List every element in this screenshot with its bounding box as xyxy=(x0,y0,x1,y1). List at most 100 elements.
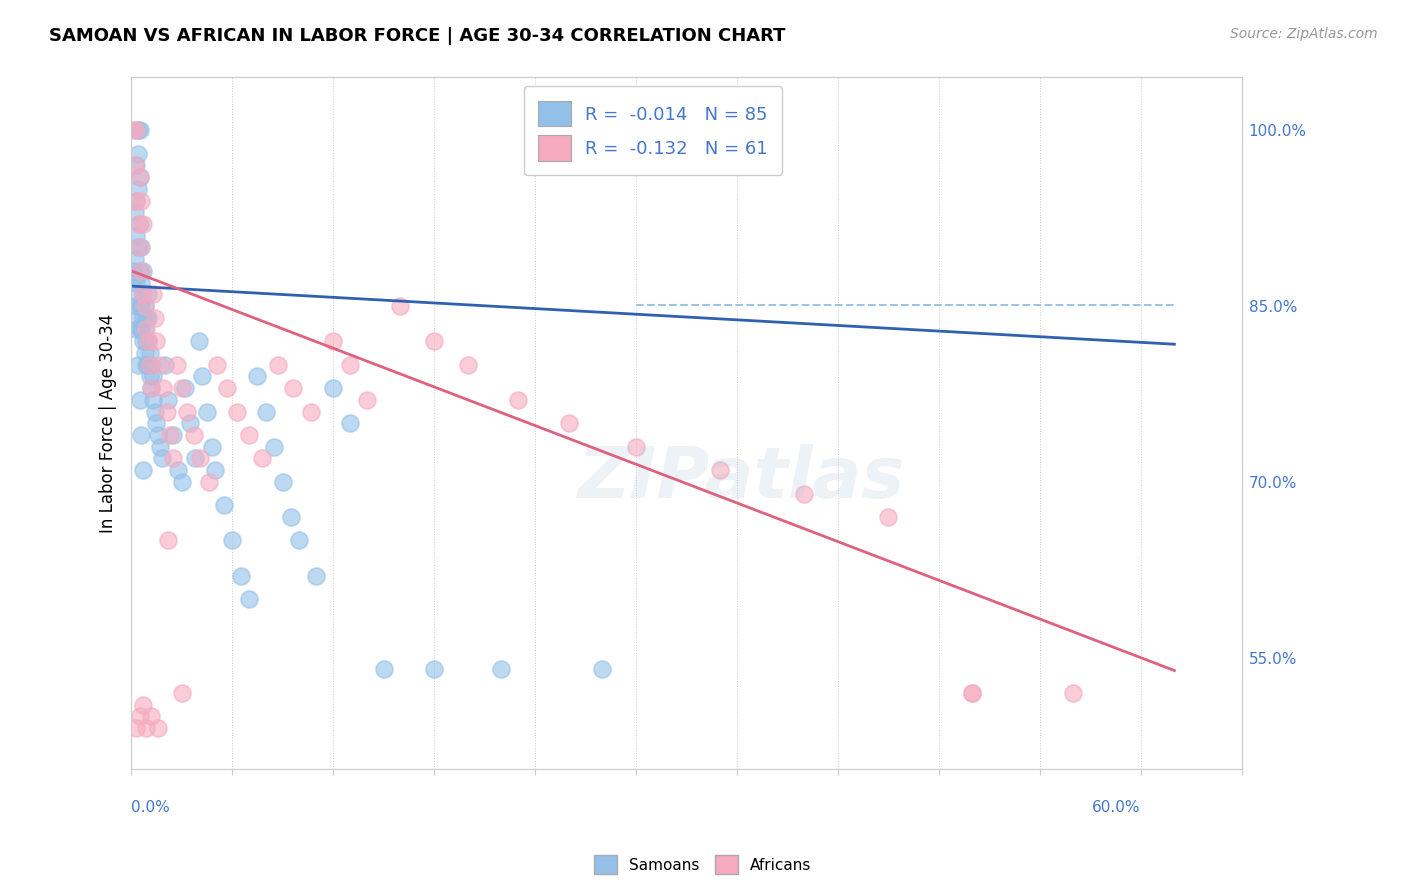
Point xyxy=(624,440,647,454)
Point xyxy=(127,358,149,372)
Point xyxy=(127,287,149,301)
Point xyxy=(183,428,205,442)
Point xyxy=(793,486,815,500)
Point xyxy=(135,322,157,336)
Point xyxy=(266,358,288,372)
Point xyxy=(152,381,174,395)
Point xyxy=(139,369,162,384)
Point xyxy=(127,182,149,196)
Point xyxy=(134,346,156,360)
Point xyxy=(132,334,155,348)
Point xyxy=(252,451,274,466)
Point xyxy=(176,404,198,418)
Point xyxy=(125,123,148,137)
Point xyxy=(197,475,219,489)
Point xyxy=(174,381,197,395)
Point xyxy=(125,721,148,735)
Point xyxy=(128,392,150,407)
Point xyxy=(127,217,149,231)
Point xyxy=(125,276,148,290)
Point xyxy=(134,299,156,313)
Point xyxy=(124,269,146,284)
Point xyxy=(135,310,157,325)
Point xyxy=(132,463,155,477)
Point xyxy=(125,322,148,336)
Point xyxy=(141,381,163,395)
Point xyxy=(132,310,155,325)
Point xyxy=(139,346,162,360)
Point xyxy=(125,228,148,243)
Point xyxy=(128,322,150,336)
Point xyxy=(135,358,157,372)
Point xyxy=(142,392,165,407)
Point xyxy=(157,392,180,407)
Point xyxy=(962,686,984,700)
Point xyxy=(128,170,150,185)
Point xyxy=(162,451,184,466)
Legend: Samoans, Africans: Samoans, Africans xyxy=(588,849,818,880)
Point xyxy=(1062,686,1084,700)
Point xyxy=(962,686,984,700)
Point xyxy=(423,662,446,676)
Point xyxy=(131,299,153,313)
Point xyxy=(238,592,260,607)
Point xyxy=(131,240,153,254)
Point xyxy=(305,568,328,582)
Point xyxy=(195,404,218,418)
Point xyxy=(141,358,163,372)
Point xyxy=(238,428,260,442)
Point xyxy=(157,533,180,548)
Point xyxy=(127,123,149,137)
Point xyxy=(299,404,322,418)
Point xyxy=(246,369,269,384)
Point xyxy=(139,358,162,372)
Point xyxy=(132,287,155,301)
Point xyxy=(271,475,294,489)
Point xyxy=(389,299,412,313)
Point xyxy=(212,498,235,512)
Point xyxy=(131,276,153,290)
Point xyxy=(143,310,166,325)
Point xyxy=(125,299,148,313)
Point xyxy=(322,334,344,348)
Point xyxy=(356,392,378,407)
Point xyxy=(136,334,159,348)
Text: 0.0%: 0.0% xyxy=(131,799,170,814)
Point xyxy=(457,358,479,372)
Point xyxy=(136,334,159,348)
Point xyxy=(124,252,146,266)
Point xyxy=(128,217,150,231)
Point xyxy=(131,194,153,208)
Point xyxy=(263,440,285,454)
Point xyxy=(204,463,226,477)
Point xyxy=(254,404,277,418)
Text: Source: ZipAtlas.com: Source: ZipAtlas.com xyxy=(1230,27,1378,41)
Point xyxy=(170,381,193,395)
Point xyxy=(150,451,173,466)
Text: 60.0%: 60.0% xyxy=(1092,799,1140,814)
Point xyxy=(170,475,193,489)
Point xyxy=(122,264,145,278)
Point xyxy=(142,369,165,384)
Point xyxy=(153,358,176,372)
Point xyxy=(128,170,150,185)
Point xyxy=(128,264,150,278)
Point xyxy=(141,381,163,395)
Text: ZIPatlas: ZIPatlas xyxy=(578,444,905,513)
Point xyxy=(134,299,156,313)
Point xyxy=(591,662,613,676)
Point xyxy=(201,440,224,454)
Point xyxy=(131,428,153,442)
Point xyxy=(142,287,165,301)
Point xyxy=(128,123,150,137)
Point xyxy=(125,194,148,208)
Point xyxy=(149,358,172,372)
Point xyxy=(136,310,159,325)
Point xyxy=(281,381,304,395)
Point xyxy=(339,358,361,372)
Point xyxy=(149,440,172,454)
Point xyxy=(184,451,207,466)
Point xyxy=(322,381,344,395)
Point xyxy=(557,416,579,430)
Point xyxy=(179,416,201,430)
